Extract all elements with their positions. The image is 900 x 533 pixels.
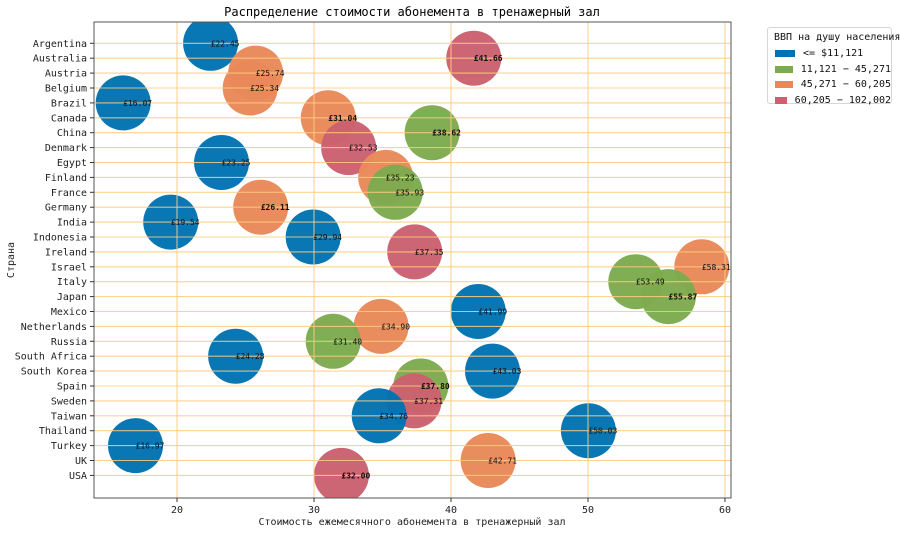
legend-item: 11,121 − 45,271 xyxy=(774,62,891,78)
data-label: £34.76 xyxy=(379,412,408,421)
y-tick-label: Ireland xyxy=(45,247,87,258)
y-tick-label: Taiwan xyxy=(51,411,87,422)
legend-swatch xyxy=(775,50,795,58)
y-tick-label: Netherlands xyxy=(21,322,87,333)
data-label: £58.31 xyxy=(702,263,731,272)
data-label: £35.93 xyxy=(395,188,424,197)
x-tick-label: 60 xyxy=(719,505,731,516)
data-label: £35.23 xyxy=(386,173,415,182)
data-label: £19.54 xyxy=(171,218,200,227)
y-tick-label: USA xyxy=(69,471,87,482)
data-label: £25.34 xyxy=(250,84,279,93)
y-tick-label: India xyxy=(57,218,87,229)
data-label: £31.04 xyxy=(328,114,357,123)
data-label: £34.90 xyxy=(381,322,410,331)
chart-title: Распределение стоимости абонемента в тре… xyxy=(224,5,600,19)
x-tick-label: 20 xyxy=(171,505,183,516)
y-tick-label: Mexico xyxy=(51,307,87,318)
y-tick-label: Indonesia xyxy=(33,233,87,244)
legend-swatch xyxy=(775,81,793,89)
y-tick-label: South Africa xyxy=(15,352,87,363)
legend-swatch xyxy=(775,96,787,104)
data-label: £55.87 xyxy=(668,293,697,302)
y-tick-label: Australia xyxy=(33,54,87,65)
y-tick-label: Finland xyxy=(45,173,87,184)
legend-label: 11,121 − 45,271 xyxy=(800,63,891,75)
legend-label: <= $11,121 xyxy=(803,48,864,60)
y-tick-label: Japan xyxy=(57,292,87,303)
x-axis: 20 30 40 50 60 xyxy=(171,498,731,516)
y-tick-label: France xyxy=(51,188,87,199)
data-label: £42.71 xyxy=(488,457,517,466)
y-tick-label: China xyxy=(57,128,87,139)
data-label: £24.28 xyxy=(236,352,265,361)
y-tick-label: Austria xyxy=(45,69,87,80)
y-tick-label: Egypt xyxy=(57,158,87,169)
legend: ВВП на душу населения <= $11,121 11,121 … xyxy=(767,27,900,106)
data-label: £37.35 xyxy=(415,248,444,257)
y-tick-label: Spain xyxy=(57,382,87,393)
y-tick-label: Turkey xyxy=(51,441,87,452)
legend-item: <= $11,121 xyxy=(774,46,891,62)
data-label: £37.80 xyxy=(421,382,450,391)
legend-label: 60,205 − 102,002 xyxy=(794,94,891,106)
x-tick-label: 40 xyxy=(445,505,457,516)
data-label: £32.53 xyxy=(349,144,378,153)
y-tick-label: South Korea xyxy=(21,367,87,378)
y-tick-label: UK xyxy=(75,456,87,467)
legend-item: 60,205 − 102,002 xyxy=(774,93,891,109)
data-label: £43.03 xyxy=(493,367,522,376)
data-label: £32.00 xyxy=(341,471,370,480)
data-label: £26.11 xyxy=(261,203,290,212)
data-label: £16.07 xyxy=(123,99,152,108)
data-label: £37.31 xyxy=(414,397,443,406)
data-label: £41.99 xyxy=(478,308,507,317)
y-tick-label: Italy xyxy=(57,277,87,288)
x-tick-label: 30 xyxy=(308,505,320,516)
y-tick-label: Germany xyxy=(45,203,87,214)
x-tick-label: 50 xyxy=(582,505,594,516)
y-tick-label: Belgium xyxy=(45,84,87,95)
legend-item: 45,271 − 60,205 xyxy=(774,77,891,93)
data-label: £29.94 xyxy=(313,233,342,242)
y-tick-label: Brazil xyxy=(51,98,87,109)
data-label: £41.66 xyxy=(474,54,503,63)
data-label: £25.74 xyxy=(256,69,285,78)
bubble-layer xyxy=(95,22,730,498)
legend-title: ВВП на душу населения xyxy=(774,32,900,43)
plot-frame xyxy=(93,21,732,499)
data-label-layer: £22.45 £41.66 £25.74 £25.34 £16.07 £31.04 £38.… xyxy=(123,39,731,480)
y-axis-label: Страна xyxy=(6,242,17,278)
legend-swatch xyxy=(775,65,793,73)
data-label: £16.97 xyxy=(136,442,165,451)
data-label: £50.03 xyxy=(588,427,617,436)
data-label: £23.25 xyxy=(222,159,251,168)
y-tick-label: Sweden xyxy=(51,396,87,407)
y-tick-label: Argentina xyxy=(33,39,87,50)
y-tick-label: Israel xyxy=(51,262,87,273)
y-tick-label: Canada xyxy=(51,113,87,124)
y-axis: Argentina Australia Austria Belgium Brazil Ca… xyxy=(15,39,94,482)
data-label: £22.45 xyxy=(211,39,240,48)
y-tick-label: Thailand xyxy=(39,426,87,437)
grid-lines xyxy=(94,22,731,498)
data-label: £38.62 xyxy=(432,129,461,138)
x-axis-label: Стоимость ежемесячного абонемента в трен… xyxy=(258,516,565,528)
y-tick-label: Russia xyxy=(51,337,87,348)
legend-label: 45,271 − 60,205 xyxy=(800,79,891,91)
y-tick-label: Denmark xyxy=(45,143,87,154)
data-label: £53.49 xyxy=(636,278,665,287)
data-label: £31.40 xyxy=(333,337,362,346)
